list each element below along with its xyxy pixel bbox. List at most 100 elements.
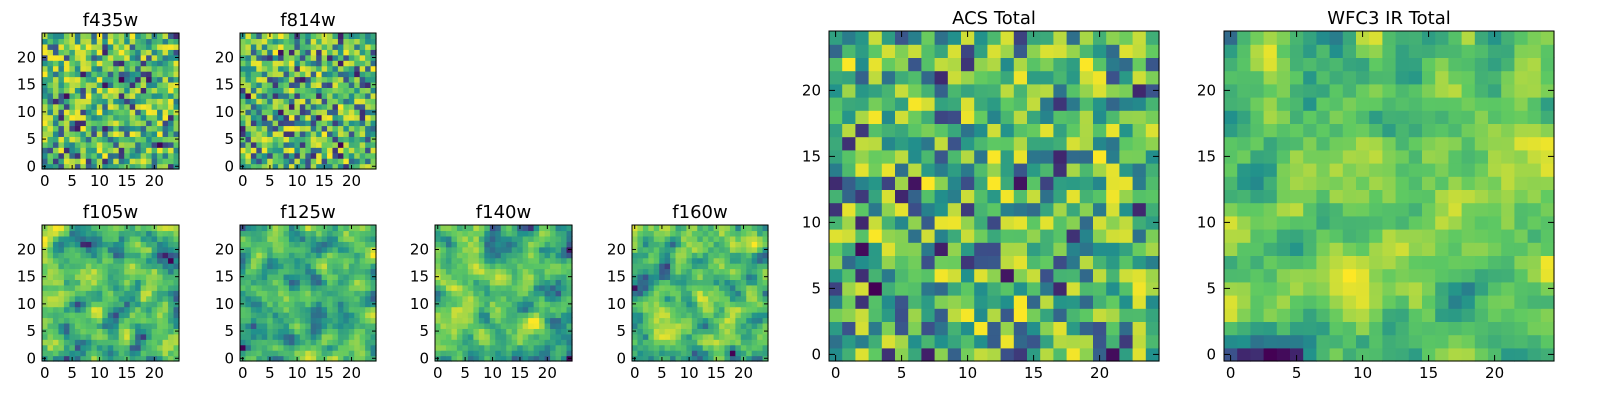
heatmap-cell	[724, 268, 731, 275]
heatmap-cell	[895, 189, 909, 204]
heatmap-cell	[702, 306, 709, 313]
heatmap-cell	[686, 246, 693, 253]
heatmap-cell	[288, 355, 295, 362]
heatmap-cell	[1145, 70, 1160, 85]
heatmap-cell	[675, 317, 682, 324]
heatmap-cell	[305, 257, 312, 264]
heatmap-cell	[1145, 281, 1160, 296]
heatmap-cell	[343, 230, 350, 237]
heatmap-cell	[52, 141, 60, 148]
heatmap-cell	[1488, 202, 1502, 217]
heatmap-cell	[245, 339, 252, 346]
heatmap-cell	[440, 350, 447, 357]
heatmap-cell	[343, 103, 350, 110]
heatmap-cell	[91, 152, 98, 159]
heatmap-cell	[881, 176, 896, 190]
heatmap-cell	[118, 235, 125, 242]
heatmap-cell	[305, 87, 312, 94]
heatmap-cell	[294, 65, 301, 72]
heatmap-cell	[659, 246, 666, 253]
heatmap-cell	[1093, 334, 1107, 349]
heatmap-cell	[462, 284, 469, 291]
heatmap-cell	[561, 241, 568, 248]
heatmap-cell	[746, 257, 753, 264]
heatmap-cell	[261, 252, 268, 259]
heatmap-cell	[151, 328, 158, 335]
heatmap-cell	[1316, 308, 1331, 322]
heatmap-cell	[370, 87, 377, 94]
heatmap-cell	[495, 350, 502, 357]
heatmap-cell	[637, 333, 644, 340]
heatmap-cell	[107, 141, 114, 148]
heatmap-cell	[327, 54, 334, 61]
heatmap-cell	[445, 225, 453, 232]
heatmap-cell	[1540, 347, 1555, 362]
heatmap-cell	[506, 312, 513, 319]
heatmap-cell	[250, 279, 257, 286]
heatmap-cell	[327, 273, 334, 280]
heatmap-cell	[162, 109, 169, 116]
heatmap-cell	[1408, 347, 1423, 362]
heatmap-cell	[129, 81, 136, 88]
heatmap-cell	[642, 279, 649, 286]
heatmap-cell	[370, 344, 377, 351]
heatmap-cell	[299, 344, 306, 351]
heatmap-cell	[261, 120, 268, 127]
heatmap-cell	[337, 230, 344, 237]
heatmap-cell	[348, 317, 355, 324]
heatmap-cell	[1027, 202, 1041, 217]
heatmap-cell	[173, 263, 180, 270]
heatmap-cell	[489, 268, 496, 275]
heatmap-cell	[947, 97, 962, 111]
heatmap-cell	[473, 246, 480, 253]
heatmap-cell	[332, 252, 339, 259]
heatmap-cell	[74, 339, 81, 346]
x-tick-label: 5	[265, 172, 275, 190]
heatmap-cell	[321, 92, 328, 99]
heatmap-cell	[337, 246, 344, 253]
heatmap-cell	[267, 49, 274, 56]
heatmap-cell	[245, 295, 252, 302]
heatmap-cell	[729, 344, 736, 351]
heatmap-cell	[124, 284, 131, 291]
heatmap-cell	[1237, 334, 1251, 349]
heatmap-cell	[140, 279, 147, 286]
heatmap-cell	[85, 355, 92, 362]
heatmap-cell	[74, 92, 81, 99]
heatmap-cell	[52, 114, 60, 121]
heatmap-cell	[1040, 97, 1054, 111]
heatmap-cell	[642, 339, 649, 346]
heatmap-cell	[96, 350, 103, 357]
heatmap-cell	[1303, 229, 1317, 243]
heatmap-cell	[370, 235, 377, 242]
heatmap-cell	[1527, 229, 1542, 243]
heatmap-cell	[173, 125, 180, 132]
heatmap-cell	[440, 312, 447, 319]
heatmap-cell	[680, 284, 687, 291]
heatmap-cell	[522, 279, 529, 286]
heatmap-cell	[63, 49, 70, 56]
heatmap-cell	[245, 333, 252, 340]
heatmap-cell	[908, 123, 922, 138]
heatmap-cell	[135, 152, 142, 159]
heatmap-cell	[1382, 215, 1397, 230]
heatmap-cell	[332, 125, 339, 132]
heatmap-cell	[719, 355, 726, 362]
heatmap-cell	[974, 268, 988, 283]
heatmap-cell	[934, 136, 949, 151]
heatmap-cell	[751, 295, 758, 302]
heatmap-cell	[829, 44, 843, 58]
heatmap-cell	[102, 339, 109, 346]
heatmap-cell	[310, 257, 317, 264]
heatmap-cell	[102, 350, 109, 357]
heatmap-cell	[1145, 149, 1160, 164]
heatmap-cell	[337, 147, 344, 154]
heatmap-cell	[855, 136, 870, 151]
heatmap-cell	[1435, 295, 1449, 309]
heatmap-cell	[327, 158, 334, 165]
heatmap-cell	[256, 312, 263, 319]
heatmap-cell	[240, 241, 247, 248]
heatmap-cell	[52, 87, 60, 94]
heatmap-cell	[1053, 202, 1068, 217]
heatmap-cell	[250, 317, 257, 324]
